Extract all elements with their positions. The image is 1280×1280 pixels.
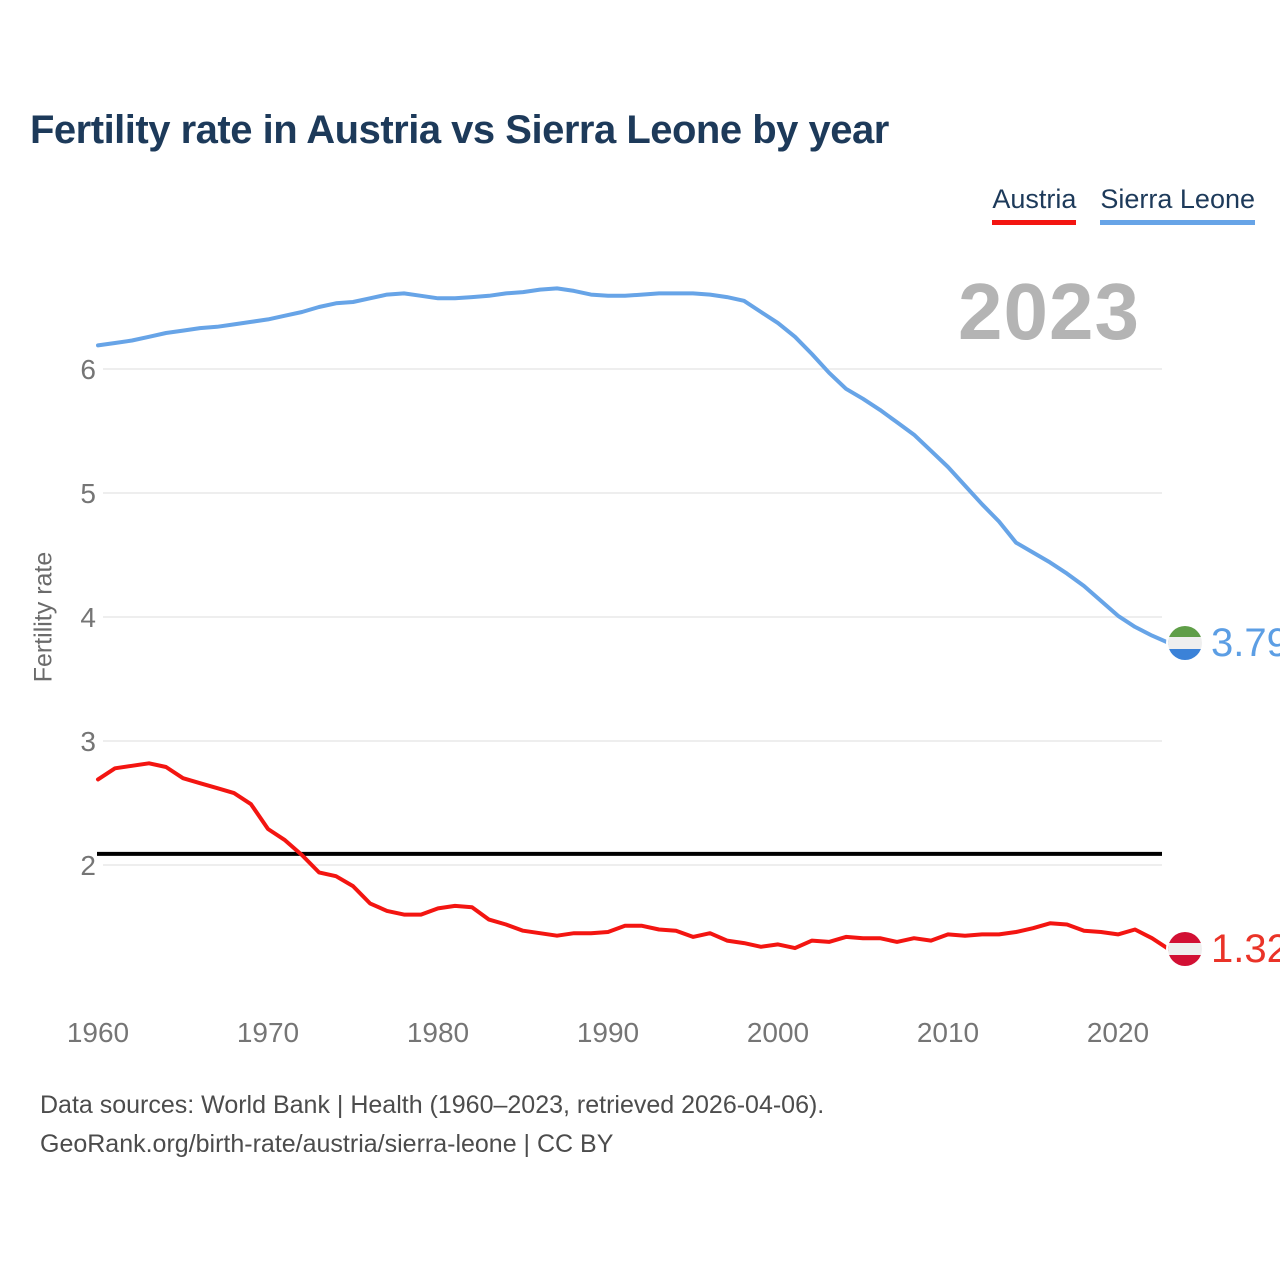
end-label-chip: 3.79 <box>1168 622 1280 664</box>
footer-sources-line: Data sources: World Bank | Health (1960–… <box>40 1091 825 1119</box>
page-title: Fertility rate in Austria vs Sierra Leon… <box>30 108 889 152</box>
y-tick-label: 3 <box>80 726 96 757</box>
x-tick-label: 2010 <box>917 1017 979 1048</box>
y-tick-label: 5 <box>80 478 96 509</box>
legend-item-sierra-leone[interactable]: Sierra Leone <box>1100 184 1255 225</box>
end-value-austria: 1.32 <box>1211 927 1280 972</box>
x-tick-label: 1960 <box>67 1017 129 1048</box>
y-tick-label: 6 <box>80 354 96 385</box>
sierra-leone-flag-icon <box>1168 626 1202 661</box>
x-tick-label: 2020 <box>1087 1017 1149 1048</box>
y-tick-label: 2 <box>80 850 96 881</box>
y-tick-label: 4 <box>80 602 96 633</box>
legend-item-austria[interactable]: Austria <box>992 184 1077 225</box>
footer-attribution-line: GeoRank.org/birth-rate/austria/sierra-le… <box>40 1130 614 1158</box>
watermark-year: 2023 <box>958 267 1140 356</box>
end-value-sierra-leone: 3.79 <box>1211 621 1280 666</box>
x-tick-label: 2000 <box>747 1017 809 1048</box>
x-tick-label: 1990 <box>577 1017 639 1048</box>
footer: Data sources: World Bank | Health (1960–… <box>40 1086 824 1164</box>
legend: Austria Sierra Leone <box>992 184 1255 225</box>
x-tick-label: 1970 <box>237 1017 299 1048</box>
end-label-chip: 1.32 <box>1168 928 1280 970</box>
series-line-sierra-leone[interactable] <box>96 286 1171 645</box>
series-line-austria[interactable] <box>96 761 1171 952</box>
x-tick-label: 1980 <box>407 1017 469 1048</box>
y-axis-title: Fertility rate <box>29 551 58 683</box>
austria-flag-icon <box>1168 932 1202 967</box>
